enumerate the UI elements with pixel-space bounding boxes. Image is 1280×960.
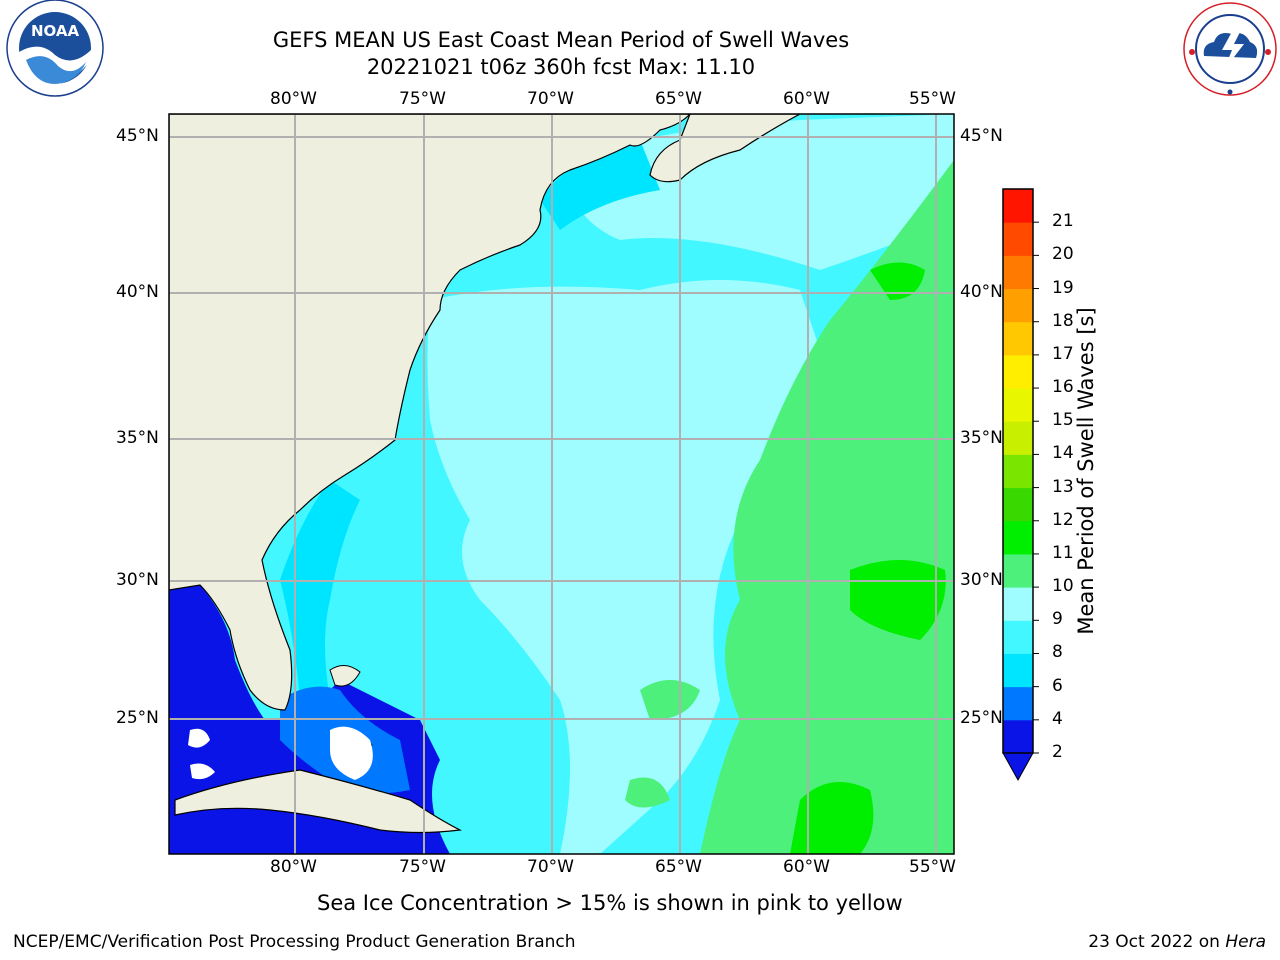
sea-ice-note: Sea Ice Concentration > 15% is shown in … [317,891,903,915]
colorbar-tick-label: 4 [1052,708,1063,729]
lon-tick-top: 70°W [527,89,574,109]
lat-tick-left: 35°N [116,428,159,448]
lat-tick-right: 35°N [960,428,1003,448]
lon-tick-bottom: 55°W [909,857,956,877]
colorbar-label: Mean Period of Swell Waves [s] [1074,307,1098,635]
footer-date-text: 23 Oct 2022 on [1088,932,1226,952]
lon-tick-bottom: 75°W [399,857,446,877]
graticule [169,114,954,854]
lon-tick-top: 60°W [783,89,830,109]
colorbar-bin [1003,222,1033,256]
chart-title: GEFS MEAN US East Coast Mean Period of S… [272,28,850,52]
colorbar-bin [1003,686,1033,721]
colorbar-tick-label: 17 [1052,343,1074,364]
contour-8-9 [427,280,820,854]
chart-subtitle: 20221021 t06z 360h fcst Max: 11.10 [366,55,756,79]
colorbar-bin [1003,653,1033,688]
lat-tick-left: 40°N [116,282,159,302]
colorbar-tick-label: 18 [1052,310,1074,331]
colorbar-tick-label: 8 [1052,642,1063,663]
footer-host: Hera [1225,932,1266,952]
noaa-logo-text: NOAA [31,22,80,40]
contour-9-10 [700,160,954,854]
colorbar-tick-label: 14 [1052,443,1074,464]
colorbar-tick-label: 13 [1052,476,1074,497]
noaa-logo: NOAA [6,0,104,97]
colorbar-bin [1003,354,1033,389]
north-america-land [169,114,691,711]
colorbar-bin [1003,587,1033,621]
colorbar [1002,188,1039,782]
cuba-land [174,769,463,834]
colorbar-bin [1003,454,1033,489]
colorbar-under-arrow [1002,752,1034,782]
lon-tick-bottom: 65°W [655,857,702,877]
colorbar-bin [1003,189,1033,223]
lon-tick-bottom: 60°W [783,857,830,877]
colorbar-bin [1003,487,1033,522]
lon-tick-top: 75°W [399,89,446,109]
colorbar-tick-label: 19 [1052,277,1074,298]
colorbar-tick-label: 15 [1052,410,1074,431]
lat-tick-right: 25°N [960,708,1003,728]
lon-tick-bottom: 70°W [527,857,574,877]
lat-tick-right: 45°N [960,126,1003,146]
colorbar-tick-label: 9 [1052,609,1063,630]
lat-tick-left: 45°N [116,126,159,146]
colorbar-bin [1003,620,1033,654]
map-frame [168,113,955,855]
colorbar-bin [1003,719,1033,754]
colorbar-bin [1003,288,1033,323]
lon-tick-top: 65°W [655,89,702,109]
colorbar-tick-label: 2 [1052,742,1063,762]
lon-tick-bottom: 80°W [270,857,317,877]
colorbar-tick-label: 16 [1052,377,1074,398]
footer-date: 23 Oct 2022 on Hera [1088,932,1266,952]
colorbar-bin [1003,321,1033,356]
colorbar-bin [1003,421,1033,455]
footer-credit: NCEP/EMC/Verification Post Processing Pr… [13,932,576,952]
colorbar-bin [1003,520,1033,555]
colorbar-tick-label: 21 [1052,211,1074,232]
colorbar-tick-label: 20 [1052,244,1074,265]
colorbar-tick-label: 10 [1052,576,1074,597]
colorbar-bin [1003,255,1033,290]
colorbar-tick-label: 6 [1052,675,1063,696]
colorbar-tick-label: 12 [1052,509,1074,530]
lat-tick-right: 30°N [960,570,1003,590]
lon-tick-top: 80°W [270,89,317,109]
colorbar-outline [1002,188,1034,754]
colorbar-bin [1003,388,1033,422]
lat-tick-left: 30°N [116,570,159,590]
colorbar-bin [1003,553,1033,588]
nws-logo [1183,2,1277,96]
lat-tick-right: 40°N [960,282,1003,302]
lon-tick-top: 55°W [909,89,956,109]
colorbar-tick-label: 11 [1052,542,1074,563]
lat-tick-left: 25°N [116,708,159,728]
